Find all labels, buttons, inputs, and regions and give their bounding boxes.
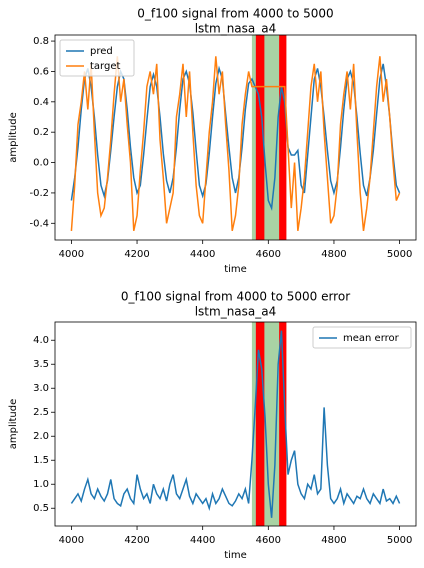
y-tick-label: 0.5 bbox=[33, 503, 49, 514]
y-tick-label: 4.0 bbox=[33, 335, 49, 346]
chart: 0_f100 signal from 4000 to 5000lstm_nasa… bbox=[8, 7, 417, 275]
anomaly-span bbox=[279, 35, 287, 240]
data-line bbox=[70, 56, 401, 232]
x-tick-label: 4600 bbox=[256, 249, 281, 260]
x-axis-label: time bbox=[224, 550, 247, 561]
y-axis-label: amplitude bbox=[8, 112, 19, 163]
plot-frame bbox=[54, 34, 417, 241]
y-tick-label: 1.0 bbox=[33, 479, 49, 490]
y-tick-label: -0.2 bbox=[29, 188, 49, 199]
legend: mean error bbox=[312, 326, 412, 349]
x-tick-label: 4000 bbox=[59, 535, 84, 546]
data-line bbox=[70, 330, 401, 518]
x-tick-label: 4800 bbox=[321, 535, 346, 546]
x-tick-label: 4600 bbox=[256, 535, 281, 546]
legend-label: pred bbox=[90, 46, 113, 57]
data-line bbox=[70, 63, 401, 212]
x-tick-label: 4400 bbox=[190, 535, 215, 546]
x-tick-label: 5000 bbox=[387, 249, 412, 260]
chart-title: 0_f100 signal from 4000 to 5000 error bbox=[121, 290, 350, 304]
x-tick-label: 4200 bbox=[124, 249, 149, 260]
chart-subtitle: lstm_nasa_a4 bbox=[195, 305, 277, 319]
x-tick-label: 4000 bbox=[59, 249, 84, 260]
y-tick-label: 1.5 bbox=[33, 455, 49, 466]
legend-box bbox=[312, 326, 412, 349]
y-axis-label: amplitude bbox=[8, 399, 19, 450]
y-tick-label: 2.5 bbox=[33, 407, 49, 418]
x-axis-label: time bbox=[224, 264, 247, 275]
chart-subtitle: lstm_nasa_a4 bbox=[195, 22, 277, 36]
x-tick-label: 4800 bbox=[321, 249, 346, 260]
legend-label: target bbox=[90, 61, 120, 72]
legend-label: mean error bbox=[343, 333, 400, 344]
x-tick-label: 4200 bbox=[124, 535, 149, 546]
y-tick-label: 0.4 bbox=[33, 97, 49, 108]
anomaly-span bbox=[255, 35, 265, 240]
anomaly-span bbox=[279, 322, 287, 526]
y-tick-label: 0.6 bbox=[33, 66, 49, 77]
x-tick-label: 4400 bbox=[190, 249, 215, 260]
y-tick-label: 0.2 bbox=[33, 127, 49, 138]
anomaly-span bbox=[255, 322, 265, 526]
y-tick-label: 3.5 bbox=[33, 359, 49, 370]
y-tick-label: 2.0 bbox=[33, 431, 49, 442]
chart: 0_f100 signal from 4000 to 5000 errorlst… bbox=[8, 290, 417, 561]
y-tick-label: 0.0 bbox=[33, 158, 49, 169]
legend-box bbox=[59, 39, 135, 77]
y-tick-label: 0.8 bbox=[33, 36, 49, 47]
plot-frame bbox=[54, 321, 417, 527]
legend: pred target bbox=[59, 39, 135, 77]
y-tick-label: -0.4 bbox=[29, 218, 49, 229]
chart-title: 0_f100 signal from 4000 to 5000 bbox=[137, 7, 333, 21]
y-tick-label: 3.0 bbox=[33, 383, 49, 394]
x-tick-label: 5000 bbox=[387, 535, 412, 546]
